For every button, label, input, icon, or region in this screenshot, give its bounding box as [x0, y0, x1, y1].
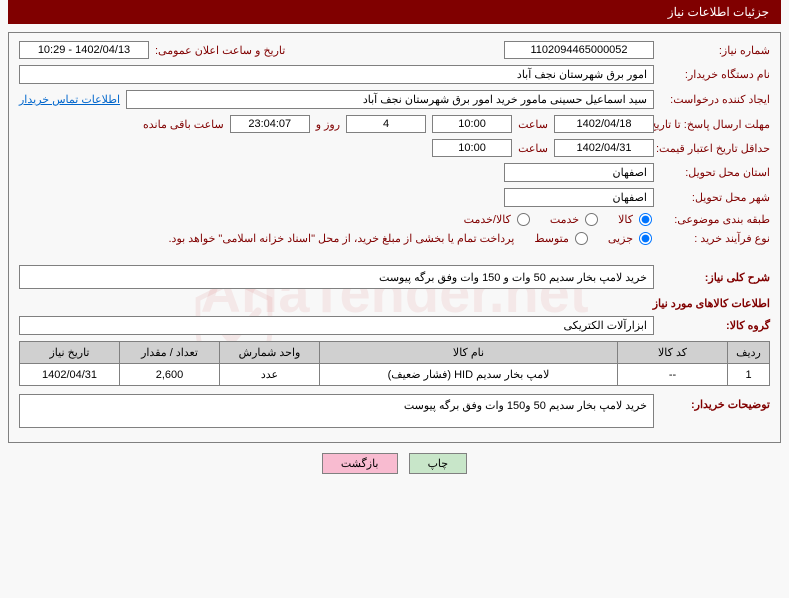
requester-label: ایجاد کننده درخواست: [660, 93, 770, 106]
need-no-label: شماره نیاز: [660, 44, 770, 57]
radio-partial[interactable] [639, 232, 652, 245]
days-and-label: روز و [316, 118, 340, 131]
radio-medium-label: متوسط [534, 232, 569, 245]
requester-field: سید اسماعیل حسینی مامور خرید امور برق شه… [126, 90, 654, 109]
cell-idx: 1 [728, 364, 770, 386]
radio-service[interactable] [585, 213, 598, 226]
radio-goods[interactable] [639, 213, 652, 226]
goods-group-field: ابزارآلات الکتریکی [19, 316, 654, 335]
radio-goods-service-label: کالا/خدمت [464, 213, 511, 226]
cell-qty: 2,600 [120, 364, 220, 386]
radio-partial-label: جزیی [608, 232, 633, 245]
th-code: کد کالا [618, 342, 728, 364]
need-no-field: 1102094465000052 [504, 41, 654, 59]
delivery-city-field: اصفهان [504, 188, 654, 207]
th-row: ردیف [728, 342, 770, 364]
general-desc-label: شرح کلی نیاز: [660, 271, 770, 284]
price-validity-date-field: 1402/04/31 [554, 139, 654, 157]
goods-group-label: گروه کالا: [660, 319, 770, 332]
buyer-org-label: نام دستگاه خریدار: [660, 68, 770, 81]
radio-goods-service[interactable] [517, 213, 530, 226]
page-title: جزئیات اطلاعات نیاز [668, 5, 769, 19]
delivery-province-field: اصفهان [504, 163, 654, 182]
th-date: تاریخ نیاز [20, 342, 120, 364]
response-date-field: 1402/04/18 [554, 115, 654, 133]
price-validity-time-field: 10:00 [432, 139, 512, 157]
islamic-treasury-note: پرداخت تمام یا بخشی از مبلغ خرید، از محل… [169, 232, 515, 245]
cell-name: لامپ بخار سدیم HID (فشار ضعیف) [320, 364, 618, 386]
cell-unit: عدد [220, 364, 320, 386]
buyer-notes-field: خرید لامپ بخار سدیم 50 و150 وات وفق برگه… [19, 394, 654, 428]
delivery-city-label: شهر محل تحویل: [660, 191, 770, 204]
radio-service-label: خدمت [550, 213, 579, 226]
time-label-1: ساعت [518, 118, 548, 131]
time-label-2: ساعت [518, 142, 548, 155]
remaining-label: ساعت باقی مانده [143, 118, 224, 131]
th-unit: واحد شمارش [220, 342, 320, 364]
th-qty: تعداد / مقدار [120, 342, 220, 364]
general-desc-field: خرید لامپ بخار سدیم 50 وات و 150 وات وفق… [19, 265, 654, 289]
buyer-contact-link[interactable]: اطلاعات تماس خریدار [19, 93, 120, 106]
days-remaining-field: 4 [346, 115, 426, 133]
announce-label: تاریخ و ساعت اعلان عمومی: [155, 44, 285, 57]
goods-table: ردیف کد کالا نام کالا واحد شمارش تعداد /… [19, 341, 770, 386]
print-button[interactable]: چاپ [409, 453, 468, 474]
page-header: جزئیات اطلاعات نیاز [8, 0, 781, 24]
th-name: نام کالا [320, 342, 618, 364]
delivery-province-label: استان محل تحویل: [660, 166, 770, 179]
cell-code: -- [618, 364, 728, 386]
table-row: 1 -- لامپ بخار سدیم HID (فشار ضعیف) عدد … [20, 364, 770, 386]
buyer-notes-label: توضیحات خریدار: [660, 394, 770, 411]
response-time-field: 10:00 [432, 115, 512, 133]
button-row: چاپ بازگشت [0, 453, 789, 474]
announce-field: 1402/04/13 - 10:29 [19, 41, 149, 59]
back-button[interactable]: بازگشت [322, 453, 398, 474]
goods-info-title: اطلاعات کالاهای مورد نیاز [19, 297, 770, 310]
purchase-type-label: نوع فرآیند خرید : [660, 232, 770, 245]
details-panel: شماره نیاز: 1102094465000052 تاریخ و ساع… [8, 32, 781, 443]
response-deadline-label: مهلت ارسال پاسخ: تا تاریخ: [660, 118, 770, 131]
buyer-org-field: امور برق شهرستان نجف آباد [19, 65, 654, 84]
radio-medium[interactable] [575, 232, 588, 245]
price-validity-label: حداقل تاریخ اعتبار قیمت: تا تاریخ: [660, 142, 770, 155]
subject-class-label: طبقه بندی موضوعی: [660, 213, 770, 226]
radio-goods-label: کالا [618, 213, 633, 226]
cell-date: 1402/04/31 [20, 364, 120, 386]
countdown-field: 23:04:07 [230, 115, 310, 133]
